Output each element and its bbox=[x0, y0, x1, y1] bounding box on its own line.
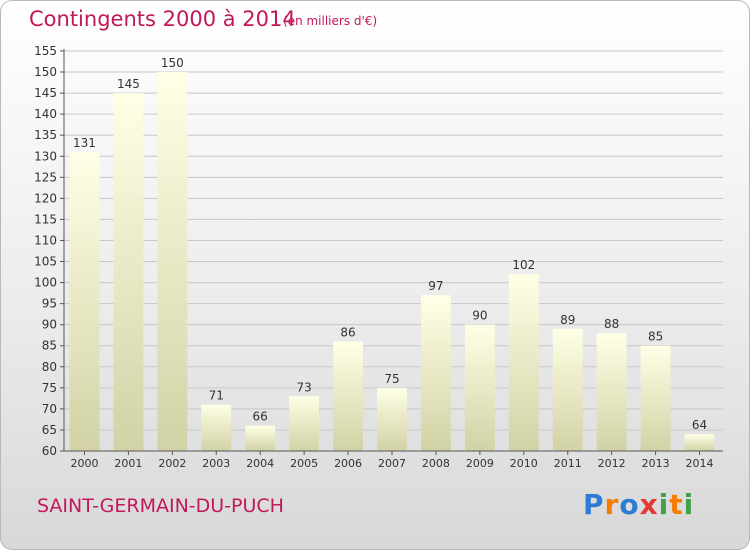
logo-letter: i bbox=[658, 488, 670, 521]
x-tick-label: 2009 bbox=[466, 457, 494, 470]
data-label: 85 bbox=[648, 330, 663, 344]
labels: 131 145 150 71 66 73 86 75 97 90 102 89 88 85 64 bbox=[73, 56, 707, 432]
data-label: 131 bbox=[73, 136, 96, 150]
y-tick-label: 120 bbox=[34, 191, 57, 205]
data-label: 66 bbox=[253, 410, 268, 424]
axes: 60 65 70 75 80 85 90 95 100 105 110 115 120 125 130 135… bbox=[34, 44, 723, 470]
bars bbox=[69, 72, 715, 452]
y-tick-label: 130 bbox=[34, 149, 57, 163]
y-tick-label: 125 bbox=[34, 170, 57, 184]
logo-letter: P bbox=[583, 488, 605, 521]
y-tick-label: 70 bbox=[42, 402, 57, 416]
x-tick-label: 2008 bbox=[422, 457, 450, 470]
y-tick-label: 140 bbox=[34, 107, 57, 121]
logo-letter: i bbox=[683, 488, 695, 521]
y-tick-label: 145 bbox=[34, 86, 57, 100]
y-tick-label: 110 bbox=[34, 233, 57, 247]
x-tick-label: 2010 bbox=[510, 457, 538, 470]
x-tick-label: 2002 bbox=[158, 457, 186, 470]
x-tick-label: 2011 bbox=[554, 457, 582, 470]
y-tick-label: 115 bbox=[34, 212, 57, 226]
x-tick-label: 2004 bbox=[246, 457, 274, 470]
bar bbox=[508, 274, 539, 451]
y-tick-label: 65 bbox=[42, 423, 57, 437]
town-name: SAINT-GERMAIN-DU-PUCH bbox=[37, 495, 284, 517]
bar bbox=[640, 345, 671, 451]
data-label: 145 bbox=[117, 77, 140, 91]
data-label: 90 bbox=[472, 309, 487, 323]
logo-letter: x bbox=[639, 488, 659, 521]
chart-subtitle: (en milliers d'€) bbox=[283, 14, 378, 28]
x-tick-label: 2001 bbox=[114, 457, 142, 470]
data-label: 73 bbox=[296, 380, 311, 394]
bar bbox=[69, 152, 100, 452]
data-label: 88 bbox=[604, 317, 619, 331]
bar bbox=[201, 404, 232, 451]
proxiti-logo: Proxiti bbox=[583, 488, 694, 521]
y-tick-label: 75 bbox=[42, 381, 57, 395]
logo-letter: o bbox=[619, 488, 640, 521]
bar bbox=[333, 341, 364, 451]
data-label: 150 bbox=[161, 56, 184, 70]
bar bbox=[420, 295, 451, 451]
data-label: 97 bbox=[428, 279, 443, 293]
data-label: 89 bbox=[560, 313, 575, 327]
x-tick-label: 2013 bbox=[642, 457, 670, 470]
bar bbox=[596, 333, 627, 451]
bar bbox=[289, 396, 320, 451]
x-tick-label: 2006 bbox=[334, 457, 362, 470]
bar bbox=[552, 328, 583, 451]
bar bbox=[377, 387, 407, 451]
bar bbox=[113, 93, 144, 452]
y-tick-label: 85 bbox=[42, 339, 57, 353]
x-tick-label: 2003 bbox=[202, 457, 230, 470]
y-tick-label: 80 bbox=[42, 360, 57, 374]
x-tick-label: 2000 bbox=[70, 457, 98, 470]
y-tick-label: 150 bbox=[34, 65, 57, 79]
chart-title: Contingents 2000 à 2014 bbox=[29, 7, 296, 31]
data-label: 102 bbox=[512, 258, 535, 272]
logo-letter: t bbox=[669, 488, 684, 521]
y-tick-label: 135 bbox=[34, 128, 57, 142]
bar bbox=[157, 72, 188, 451]
bar bbox=[684, 434, 715, 451]
y-tick-label: 95 bbox=[42, 297, 57, 311]
y-tick-label: 90 bbox=[42, 318, 57, 332]
data-label: 86 bbox=[340, 326, 355, 340]
bar bbox=[464, 324, 495, 451]
data-label: 71 bbox=[209, 389, 224, 403]
data-label: 64 bbox=[692, 418, 707, 432]
y-tick-label: 105 bbox=[34, 255, 57, 269]
x-tick-label: 2005 bbox=[290, 457, 318, 470]
bar bbox=[245, 425, 276, 451]
y-tick-label: 60 bbox=[42, 444, 57, 458]
x-tick-label: 2012 bbox=[598, 457, 626, 470]
x-tick-label: 2007 bbox=[378, 457, 406, 470]
y-tick-label: 155 bbox=[34, 44, 57, 58]
logo-letter: r bbox=[604, 488, 620, 521]
x-tick-label: 2014 bbox=[686, 457, 714, 470]
y-tick-label: 100 bbox=[34, 276, 57, 290]
data-label: 75 bbox=[384, 372, 399, 386]
